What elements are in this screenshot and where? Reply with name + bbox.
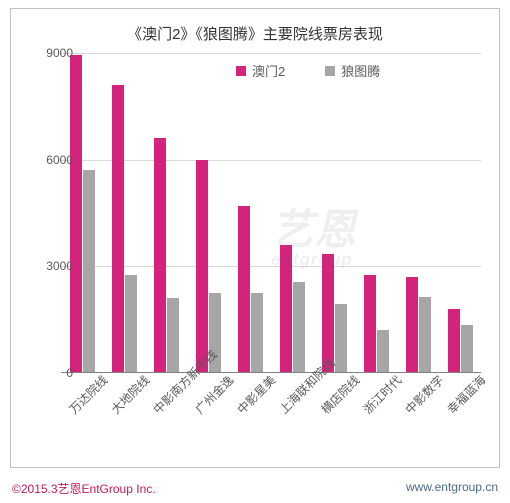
bar — [154, 138, 166, 373]
bar — [70, 55, 82, 373]
bar — [364, 275, 376, 373]
bar-group — [107, 85, 141, 373]
bar — [280, 245, 292, 373]
chart-area: 《澳门2》《狼图腾》主要院线票房表现 澳门2 狼图腾 0300060009000… — [10, 8, 500, 468]
bar — [377, 330, 389, 373]
bar — [196, 160, 208, 373]
bar — [112, 85, 124, 373]
x-axis — [61, 372, 481, 373]
bar-group — [65, 55, 99, 373]
bar-group — [317, 254, 351, 373]
bar-group — [191, 160, 225, 373]
y-tick-label: 9000 — [33, 46, 73, 60]
bar — [335, 304, 347, 373]
bar — [461, 325, 473, 373]
bar — [251, 293, 263, 373]
plot-area — [61, 53, 481, 373]
bar-group — [149, 138, 183, 373]
x-axis-labels: 万达院线大地院线中影南方新干线广州金逸中影星美上海联和院线横店院线浙江时代中影数… — [61, 375, 481, 455]
bar — [167, 298, 179, 373]
bar-group — [233, 206, 267, 373]
y-tick-label: 3000 — [33, 259, 73, 273]
chart-title: 《澳门2》《狼图腾》主要院线票房表现 — [11, 9, 499, 44]
bar — [448, 309, 460, 373]
bar — [293, 282, 305, 373]
chart-frame: 《澳门2》《狼图腾》主要院线票房表现 澳门2 狼图腾 0300060009000… — [0, 0, 510, 503]
footer-copyright: ©2015.3艺恩EntGroup Inc. — [12, 480, 156, 497]
bar — [406, 277, 418, 373]
footer: ©2015.3艺恩EntGroup Inc. www.entgroup.cn — [12, 480, 498, 497]
bar — [419, 297, 431, 373]
bar — [125, 275, 137, 373]
bar-groups — [61, 53, 481, 373]
bar-group — [275, 245, 309, 373]
bar — [238, 206, 250, 373]
bar-group — [401, 277, 435, 373]
footer-url: www.entgroup.cn — [406, 480, 498, 497]
bar-group — [443, 309, 477, 373]
y-tick-label: 6000 — [33, 153, 73, 167]
bar-group — [359, 275, 393, 373]
bar — [83, 170, 95, 373]
